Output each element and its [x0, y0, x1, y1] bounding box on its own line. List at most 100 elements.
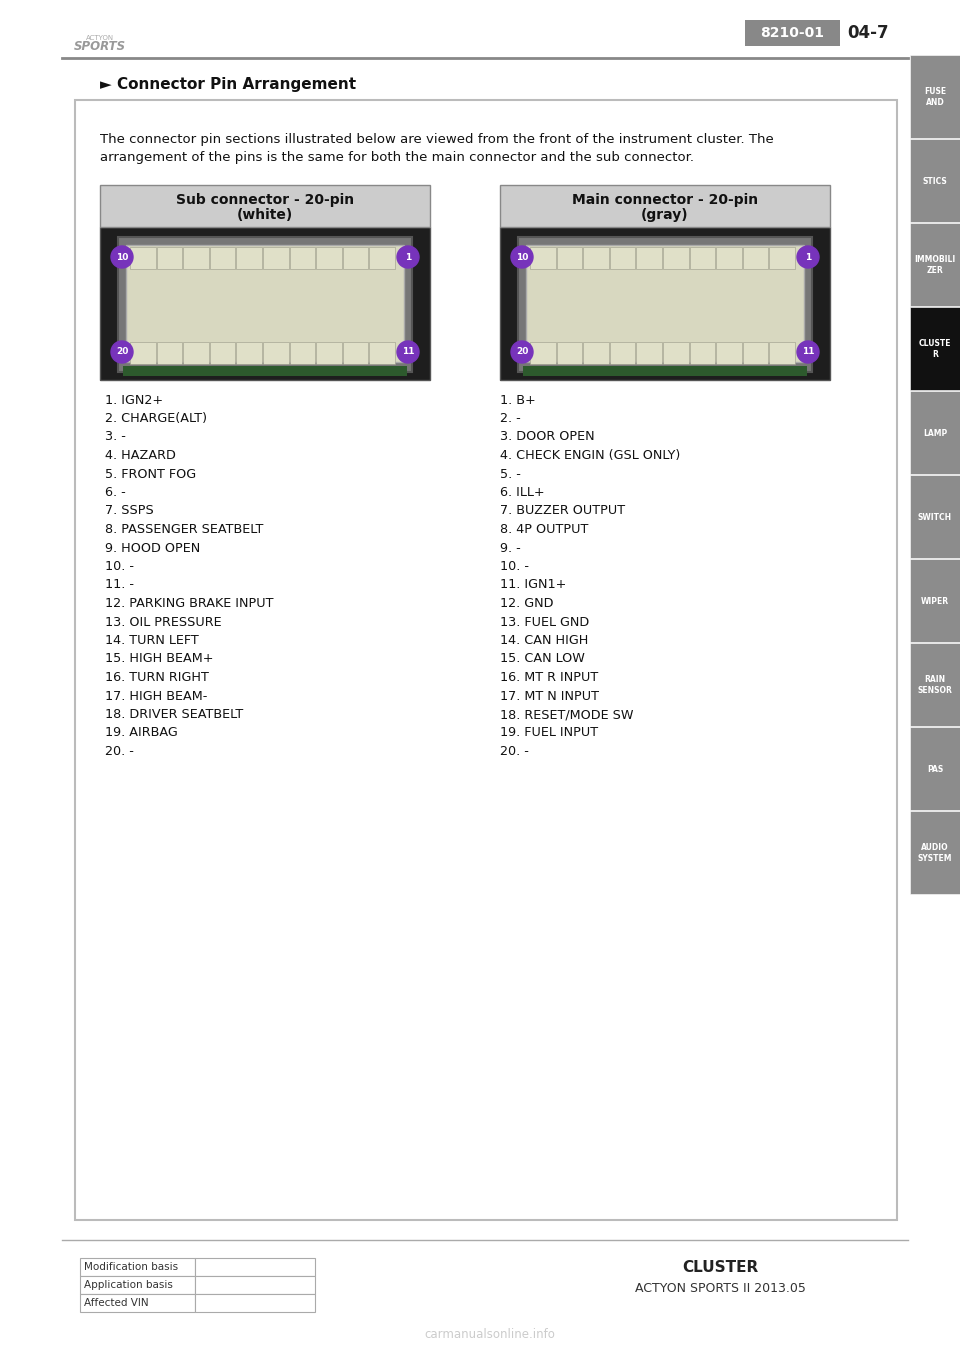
- Text: 9. -: 9. -: [500, 542, 520, 554]
- Text: 11: 11: [802, 348, 814, 357]
- Text: 18. DRIVER SEATBELT: 18. DRIVER SEATBELT: [105, 708, 243, 721]
- Text: 14. CAN HIGH: 14. CAN HIGH: [500, 634, 588, 646]
- Text: 12. GND: 12. GND: [500, 598, 554, 610]
- Circle shape: [797, 246, 819, 268]
- Bar: [557, 342, 582, 364]
- Text: 16. MT R INPUT: 16. MT R INPUT: [500, 671, 598, 684]
- Text: SPORTS: SPORTS: [74, 41, 126, 53]
- Bar: [500, 227, 830, 380]
- Bar: [663, 342, 688, 364]
- Circle shape: [397, 341, 419, 363]
- Text: 20. -: 20. -: [105, 746, 133, 758]
- Bar: [156, 247, 182, 269]
- Text: 11. IGN1+: 11. IGN1+: [500, 579, 566, 592]
- Bar: [195, 1294, 315, 1312]
- Text: 10: 10: [116, 253, 129, 262]
- Bar: [343, 247, 369, 269]
- Circle shape: [511, 246, 533, 268]
- Text: 2. -: 2. -: [500, 411, 520, 425]
- Bar: [689, 342, 715, 364]
- Text: 6. ILL+: 6. ILL+: [500, 486, 544, 498]
- Bar: [910, 475, 960, 558]
- Text: STICS: STICS: [923, 177, 948, 186]
- Bar: [716, 342, 742, 364]
- Text: 17. MT N INPUT: 17. MT N INPUT: [500, 690, 599, 702]
- Bar: [910, 139, 960, 221]
- Text: 1: 1: [804, 253, 811, 262]
- Bar: [123, 367, 407, 376]
- Text: 18. RESET/MODE SW: 18. RESET/MODE SW: [500, 708, 634, 721]
- Bar: [636, 247, 662, 269]
- Bar: [195, 1277, 315, 1294]
- Text: SWITCH: SWITCH: [918, 512, 952, 521]
- Circle shape: [797, 341, 819, 363]
- Bar: [910, 727, 960, 809]
- Text: 16. TURN RIGHT: 16. TURN RIGHT: [105, 671, 209, 684]
- Text: 20: 20: [116, 348, 129, 357]
- Bar: [126, 244, 404, 363]
- Bar: [743, 247, 768, 269]
- Bar: [910, 391, 960, 474]
- Bar: [290, 342, 315, 364]
- Text: LAMP: LAMP: [923, 429, 948, 437]
- Bar: [75, 100, 897, 1219]
- Bar: [343, 342, 369, 364]
- Text: ACTYON SPORTS II 2013.05: ACTYON SPORTS II 2013.05: [635, 1282, 805, 1294]
- Bar: [210, 247, 235, 269]
- Bar: [130, 342, 156, 364]
- Bar: [910, 642, 960, 727]
- Text: WIPER: WIPER: [921, 596, 949, 606]
- Bar: [716, 247, 742, 269]
- Bar: [526, 244, 804, 363]
- Text: 5. FRONT FOG: 5. FRONT FOG: [105, 467, 196, 481]
- Text: 20. -: 20. -: [500, 746, 529, 758]
- Text: AUDIO
SYSTEM: AUDIO SYSTEM: [918, 843, 952, 862]
- Bar: [236, 247, 262, 269]
- Text: CLUSTER: CLUSTER: [682, 1260, 758, 1275]
- Bar: [210, 342, 235, 364]
- Text: 13. OIL PRESSURE: 13. OIL PRESSURE: [105, 615, 222, 629]
- Bar: [557, 247, 582, 269]
- Text: 12. PARKING BRAKE INPUT: 12. PARKING BRAKE INPUT: [105, 598, 274, 610]
- Bar: [316, 342, 342, 364]
- Text: 20: 20: [516, 348, 528, 357]
- Text: arrangement of the pins is the same for both the main connector and the sub conn: arrangement of the pins is the same for …: [100, 152, 694, 164]
- Text: RAIN
SENSOR: RAIN SENSOR: [918, 675, 952, 695]
- Text: 2. CHARGE(ALT): 2. CHARGE(ALT): [105, 411, 207, 425]
- Text: Application basis: Application basis: [84, 1281, 173, 1290]
- Text: 3. DOOR OPEN: 3. DOOR OPEN: [500, 430, 594, 444]
- Text: CLUSTE
R: CLUSTE R: [919, 340, 951, 359]
- Text: PAS: PAS: [926, 765, 943, 774]
- Text: Affected VIN: Affected VIN: [84, 1298, 149, 1308]
- Bar: [118, 238, 412, 372]
- Bar: [743, 342, 768, 364]
- Bar: [370, 342, 395, 364]
- Bar: [910, 559, 960, 642]
- Text: 11: 11: [401, 348, 415, 357]
- Bar: [910, 811, 960, 894]
- Text: 7. SSPS: 7. SSPS: [105, 505, 154, 517]
- Text: 8. 4P OUTPUT: 8. 4P OUTPUT: [500, 523, 588, 536]
- Text: 11. -: 11. -: [105, 579, 134, 592]
- Bar: [584, 247, 609, 269]
- Bar: [263, 247, 289, 269]
- Bar: [530, 342, 556, 364]
- Text: 4. CHECK ENGIN (GSL ONLY): 4. CHECK ENGIN (GSL ONLY): [500, 449, 681, 462]
- Text: 1: 1: [405, 253, 411, 262]
- Bar: [584, 342, 609, 364]
- Text: 10. -: 10. -: [105, 559, 134, 573]
- Text: 6. -: 6. -: [105, 486, 126, 498]
- Bar: [236, 342, 262, 364]
- Text: ► Connector Pin Arrangement: ► Connector Pin Arrangement: [100, 77, 356, 92]
- Text: Sub connector - 20-pin: Sub connector - 20-pin: [176, 193, 354, 206]
- Text: 8. PASSENGER SEATBELT: 8. PASSENGER SEATBELT: [105, 523, 263, 536]
- Bar: [523, 367, 807, 376]
- Text: carmanualsonline.info: carmanualsonline.info: [424, 1328, 556, 1342]
- Text: 15. HIGH BEAM+: 15. HIGH BEAM+: [105, 652, 213, 665]
- Text: (gray): (gray): [641, 208, 689, 223]
- Bar: [195, 1258, 315, 1277]
- Bar: [183, 247, 208, 269]
- Bar: [610, 247, 636, 269]
- Bar: [100, 185, 430, 227]
- Text: Modification basis: Modification basis: [84, 1262, 179, 1272]
